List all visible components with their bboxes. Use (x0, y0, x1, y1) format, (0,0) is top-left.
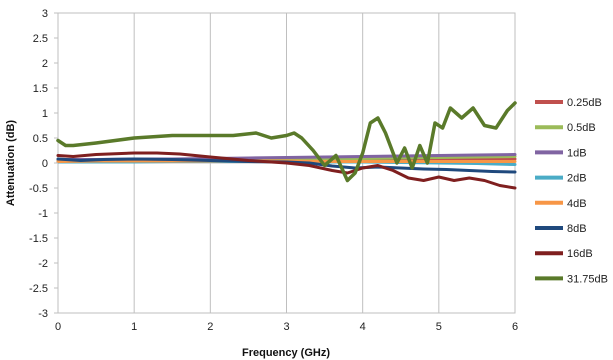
legend-label: 16dB (567, 248, 593, 260)
y-axis-title: Attenuation (dB) (5, 120, 17, 206)
y-tick-label: 0.5 (33, 133, 48, 145)
legend-label: 8dB (567, 223, 587, 235)
y-tick-label: 1.5 (33, 83, 48, 95)
x-tick-label: 2 (207, 321, 213, 333)
y-tick-label: -1 (38, 208, 48, 220)
x-tick-label: 1 (131, 321, 137, 333)
series-line-8dB (56, 157, 517, 174)
y-tick-label: -2.5 (29, 283, 48, 295)
legend-label: 0.25dB (567, 97, 602, 109)
legend-label: 1dB (567, 147, 587, 159)
x-tick-label: 0 (55, 321, 61, 333)
series-line-16dB (56, 151, 517, 190)
x-tick-label: 4 (360, 321, 366, 333)
legend-label: 4dB (567, 198, 587, 210)
y-tick-label: -3 (38, 308, 48, 320)
y-tick-label: 3 (42, 8, 48, 20)
y-tick-label: -2 (38, 258, 48, 270)
x-axis-title: Frequency (GHz) (242, 347, 330, 359)
y-tick-label: 1 (42, 108, 48, 120)
series-lines (56, 101, 517, 190)
x-tick-label: 3 (283, 321, 289, 333)
x-axis-ticks: 0 1 2 3 4 5 6 (55, 321, 518, 333)
y-tick-label: 0 (42, 158, 48, 170)
y-axis-ticks: 3 2.5 2 1.5 1 0.5 0 -0.5 -1 -1.5 -2 -2.5 -3 (29, 8, 58, 320)
y-tick-label: 2.5 (33, 33, 48, 45)
y-tick-label: 2 (42, 58, 48, 70)
legend: 0.25dB 0.5dB 1dB 2dB 4dB 8dB 16dB 31.75dB (535, 97, 608, 285)
series-line-31_75dB (56, 101, 517, 183)
y-tick-label: -0.5 (29, 183, 48, 195)
legend-label: 2dB (567, 173, 587, 185)
x-tick-label: 5 (436, 321, 442, 333)
legend-label: 31.75dB (567, 273, 608, 285)
legend-label: 0.5dB (567, 122, 596, 134)
y-tick-label: -1.5 (29, 233, 48, 245)
x-tick-label: 6 (512, 321, 518, 333)
